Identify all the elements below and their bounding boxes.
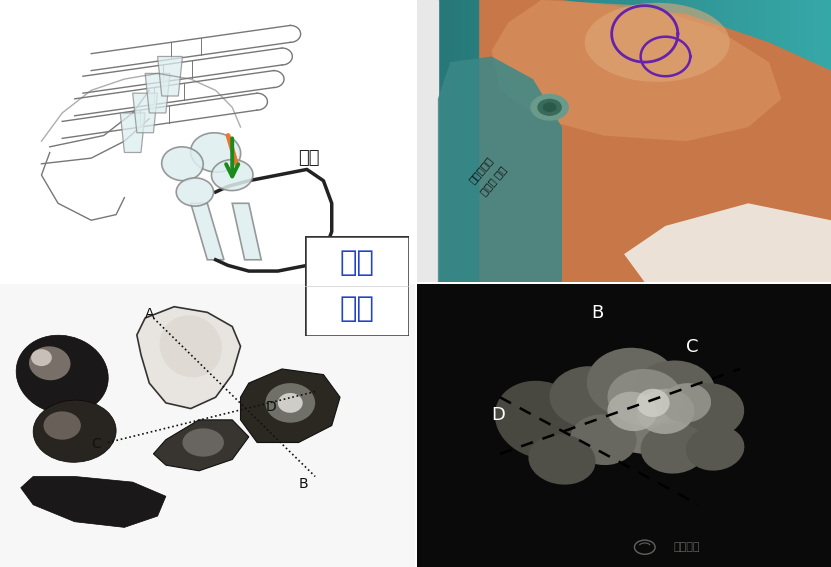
Ellipse shape <box>686 426 745 471</box>
Ellipse shape <box>585 3 730 82</box>
Text: 骨视: 骨视 <box>339 249 375 277</box>
Circle shape <box>531 95 568 120</box>
Text: B: B <box>591 304 603 322</box>
Ellipse shape <box>33 400 116 462</box>
Text: 骨视新野: 骨视新野 <box>674 542 701 552</box>
Ellipse shape <box>176 178 214 206</box>
Ellipse shape <box>29 346 71 380</box>
Polygon shape <box>492 0 781 141</box>
Polygon shape <box>154 420 248 471</box>
Ellipse shape <box>661 383 711 422</box>
Polygon shape <box>120 113 145 153</box>
Polygon shape <box>240 369 340 442</box>
Text: C: C <box>91 437 101 451</box>
Ellipse shape <box>494 381 588 459</box>
Ellipse shape <box>529 434 596 485</box>
Ellipse shape <box>570 414 637 465</box>
Ellipse shape <box>607 397 682 454</box>
Text: 新野: 新野 <box>339 295 375 323</box>
Ellipse shape <box>265 383 315 423</box>
Ellipse shape <box>637 389 670 417</box>
Polygon shape <box>624 204 831 282</box>
Ellipse shape <box>31 349 52 366</box>
Ellipse shape <box>641 423 707 473</box>
Ellipse shape <box>16 335 108 414</box>
Ellipse shape <box>549 366 632 428</box>
Ellipse shape <box>670 383 745 439</box>
Ellipse shape <box>637 389 695 434</box>
Polygon shape <box>438 57 562 282</box>
Bar <box>417 0 438 282</box>
Ellipse shape <box>632 361 715 422</box>
Text: 空针头导向
软组织 保护: 空针头导向 软组织 保护 <box>466 153 509 197</box>
Polygon shape <box>21 476 166 527</box>
Polygon shape <box>479 0 831 282</box>
Text: D: D <box>265 400 276 414</box>
Ellipse shape <box>587 348 678 418</box>
Polygon shape <box>137 307 240 409</box>
Circle shape <box>538 99 561 115</box>
Text: C: C <box>686 338 699 356</box>
Polygon shape <box>133 93 158 133</box>
Text: A: A <box>145 307 155 321</box>
Text: 腕枕: 腕枕 <box>298 149 320 167</box>
Polygon shape <box>145 73 170 113</box>
Polygon shape <box>232 204 261 260</box>
Ellipse shape <box>607 392 657 431</box>
Ellipse shape <box>160 315 222 378</box>
Ellipse shape <box>211 159 253 191</box>
Text: B: B <box>298 477 308 491</box>
Ellipse shape <box>607 369 682 425</box>
Polygon shape <box>158 57 183 96</box>
Ellipse shape <box>162 147 204 181</box>
Ellipse shape <box>183 428 224 456</box>
Ellipse shape <box>190 133 241 172</box>
Ellipse shape <box>43 412 81 439</box>
Text: D: D <box>492 406 505 424</box>
Circle shape <box>543 103 556 112</box>
Polygon shape <box>191 204 224 260</box>
Ellipse shape <box>278 393 302 413</box>
